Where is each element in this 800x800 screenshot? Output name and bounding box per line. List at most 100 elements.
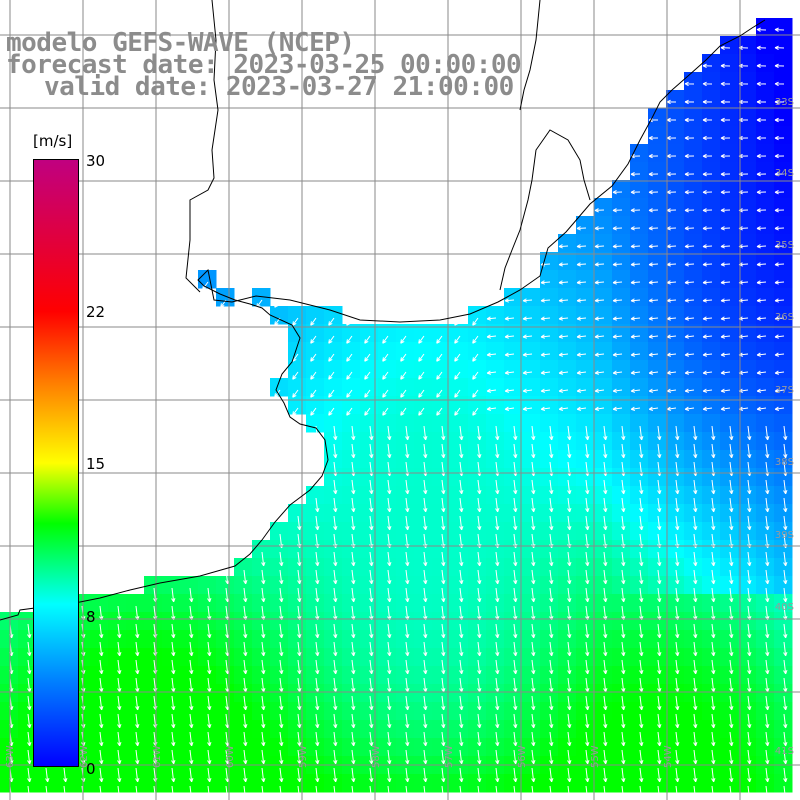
wind-arrow	[567, 623, 572, 639]
speed-cell	[612, 468, 631, 487]
speed-cell	[576, 558, 595, 577]
speed-cell	[180, 648, 199, 667]
speed-cell	[612, 360, 631, 379]
speed-cell	[540, 774, 559, 793]
wind-arrow	[657, 515, 662, 531]
wind-arrow	[297, 641, 302, 657]
speed-cell	[216, 774, 235, 793]
wind-arrow	[756, 406, 767, 411]
lat-label-37s: 37S	[774, 385, 794, 396]
speed-cell	[684, 684, 703, 703]
speed-cell	[738, 432, 757, 451]
wind-arrow	[135, 695, 140, 711]
wind-arrow	[297, 677, 302, 693]
wind-arrow	[369, 731, 374, 747]
speed-cell	[180, 774, 199, 793]
wind-arrow	[666, 208, 677, 213]
wind-arrow	[382, 407, 389, 416]
wind-arrow	[567, 695, 572, 711]
wind-arrow	[486, 388, 497, 393]
speed-cell	[486, 486, 505, 505]
speed-cell	[504, 306, 523, 325]
speed-cell	[36, 774, 55, 793]
speed-cell	[720, 72, 739, 91]
wind-arrow	[675, 641, 680, 657]
speed-cell	[666, 270, 685, 289]
speed-cell	[252, 576, 271, 595]
speed-cell	[756, 684, 775, 703]
wind-arrow	[369, 425, 374, 441]
speed-cell	[234, 558, 253, 577]
speed-cell	[504, 702, 523, 721]
wind-arrow	[756, 262, 767, 267]
wind-arrow	[387, 785, 392, 800]
wind-arrow	[783, 641, 788, 657]
wind-arrow	[702, 117, 712, 123]
speed-cell	[414, 378, 433, 397]
speed-cell	[594, 522, 613, 541]
wind-arrow	[774, 244, 785, 249]
wind-arrow	[684, 298, 695, 303]
wind-arrow	[711, 497, 716, 513]
speed-cell	[612, 504, 631, 523]
speed-cell	[378, 576, 397, 595]
wind-arrow	[765, 497, 770, 513]
speed-cell	[432, 774, 451, 793]
wind-arrow	[513, 515, 518, 531]
speed-cell	[648, 144, 667, 163]
speed-cell	[720, 234, 739, 253]
speed-cell	[684, 648, 703, 667]
wind-arrow	[333, 515, 338, 531]
wind-arrow	[472, 353, 479, 362]
wind-arrow	[720, 334, 731, 339]
speed-cell	[468, 540, 487, 559]
wind-arrow	[549, 767, 554, 783]
wind-arrow	[567, 479, 572, 495]
wind-arrow	[675, 569, 680, 585]
speed-cell	[756, 594, 775, 613]
speed-cell	[306, 630, 325, 649]
speed-cell	[738, 612, 757, 631]
speed-cell	[576, 270, 595, 289]
wind-arrow	[657, 479, 662, 495]
wind-arrow	[702, 262, 713, 267]
speed-cell	[648, 486, 667, 505]
speed-cell	[144, 648, 163, 667]
speed-cell	[198, 774, 217, 793]
speed-cell	[414, 360, 433, 379]
wind-arrow	[261, 785, 266, 800]
speed-cell	[630, 594, 649, 613]
speed-cell	[324, 720, 343, 739]
speed-cell	[684, 216, 703, 235]
speed-cell	[594, 684, 613, 703]
wind-arrow	[675, 515, 680, 531]
wind-arrow	[747, 569, 752, 585]
speed-cell	[774, 630, 793, 649]
speed-cell	[414, 486, 433, 505]
speed-cell	[630, 252, 649, 271]
wind-arrow	[765, 425, 770, 441]
speed-cell	[360, 720, 379, 739]
wind-arrow	[63, 785, 68, 800]
speed-cell	[324, 738, 343, 757]
speed-cell	[612, 738, 631, 757]
wind-arrow	[207, 641, 212, 657]
speed-cell	[162, 594, 181, 613]
speed-cell	[774, 252, 793, 271]
speed-cell	[648, 594, 667, 613]
wind-arrow	[729, 551, 734, 567]
speed-cell	[270, 378, 289, 397]
speed-cell	[774, 612, 793, 631]
speed-cell	[720, 702, 739, 721]
wind-arrow	[729, 479, 734, 495]
speed-cell	[342, 540, 361, 559]
speed-cell	[396, 576, 415, 595]
speed-cell	[108, 684, 127, 703]
speed-cell	[576, 702, 595, 721]
speed-cell	[486, 342, 505, 361]
wind-arrow	[585, 713, 590, 729]
speed-cell	[576, 720, 595, 739]
speed-cell	[216, 612, 235, 631]
wind-arrow	[351, 767, 356, 783]
speed-cell	[630, 612, 649, 631]
